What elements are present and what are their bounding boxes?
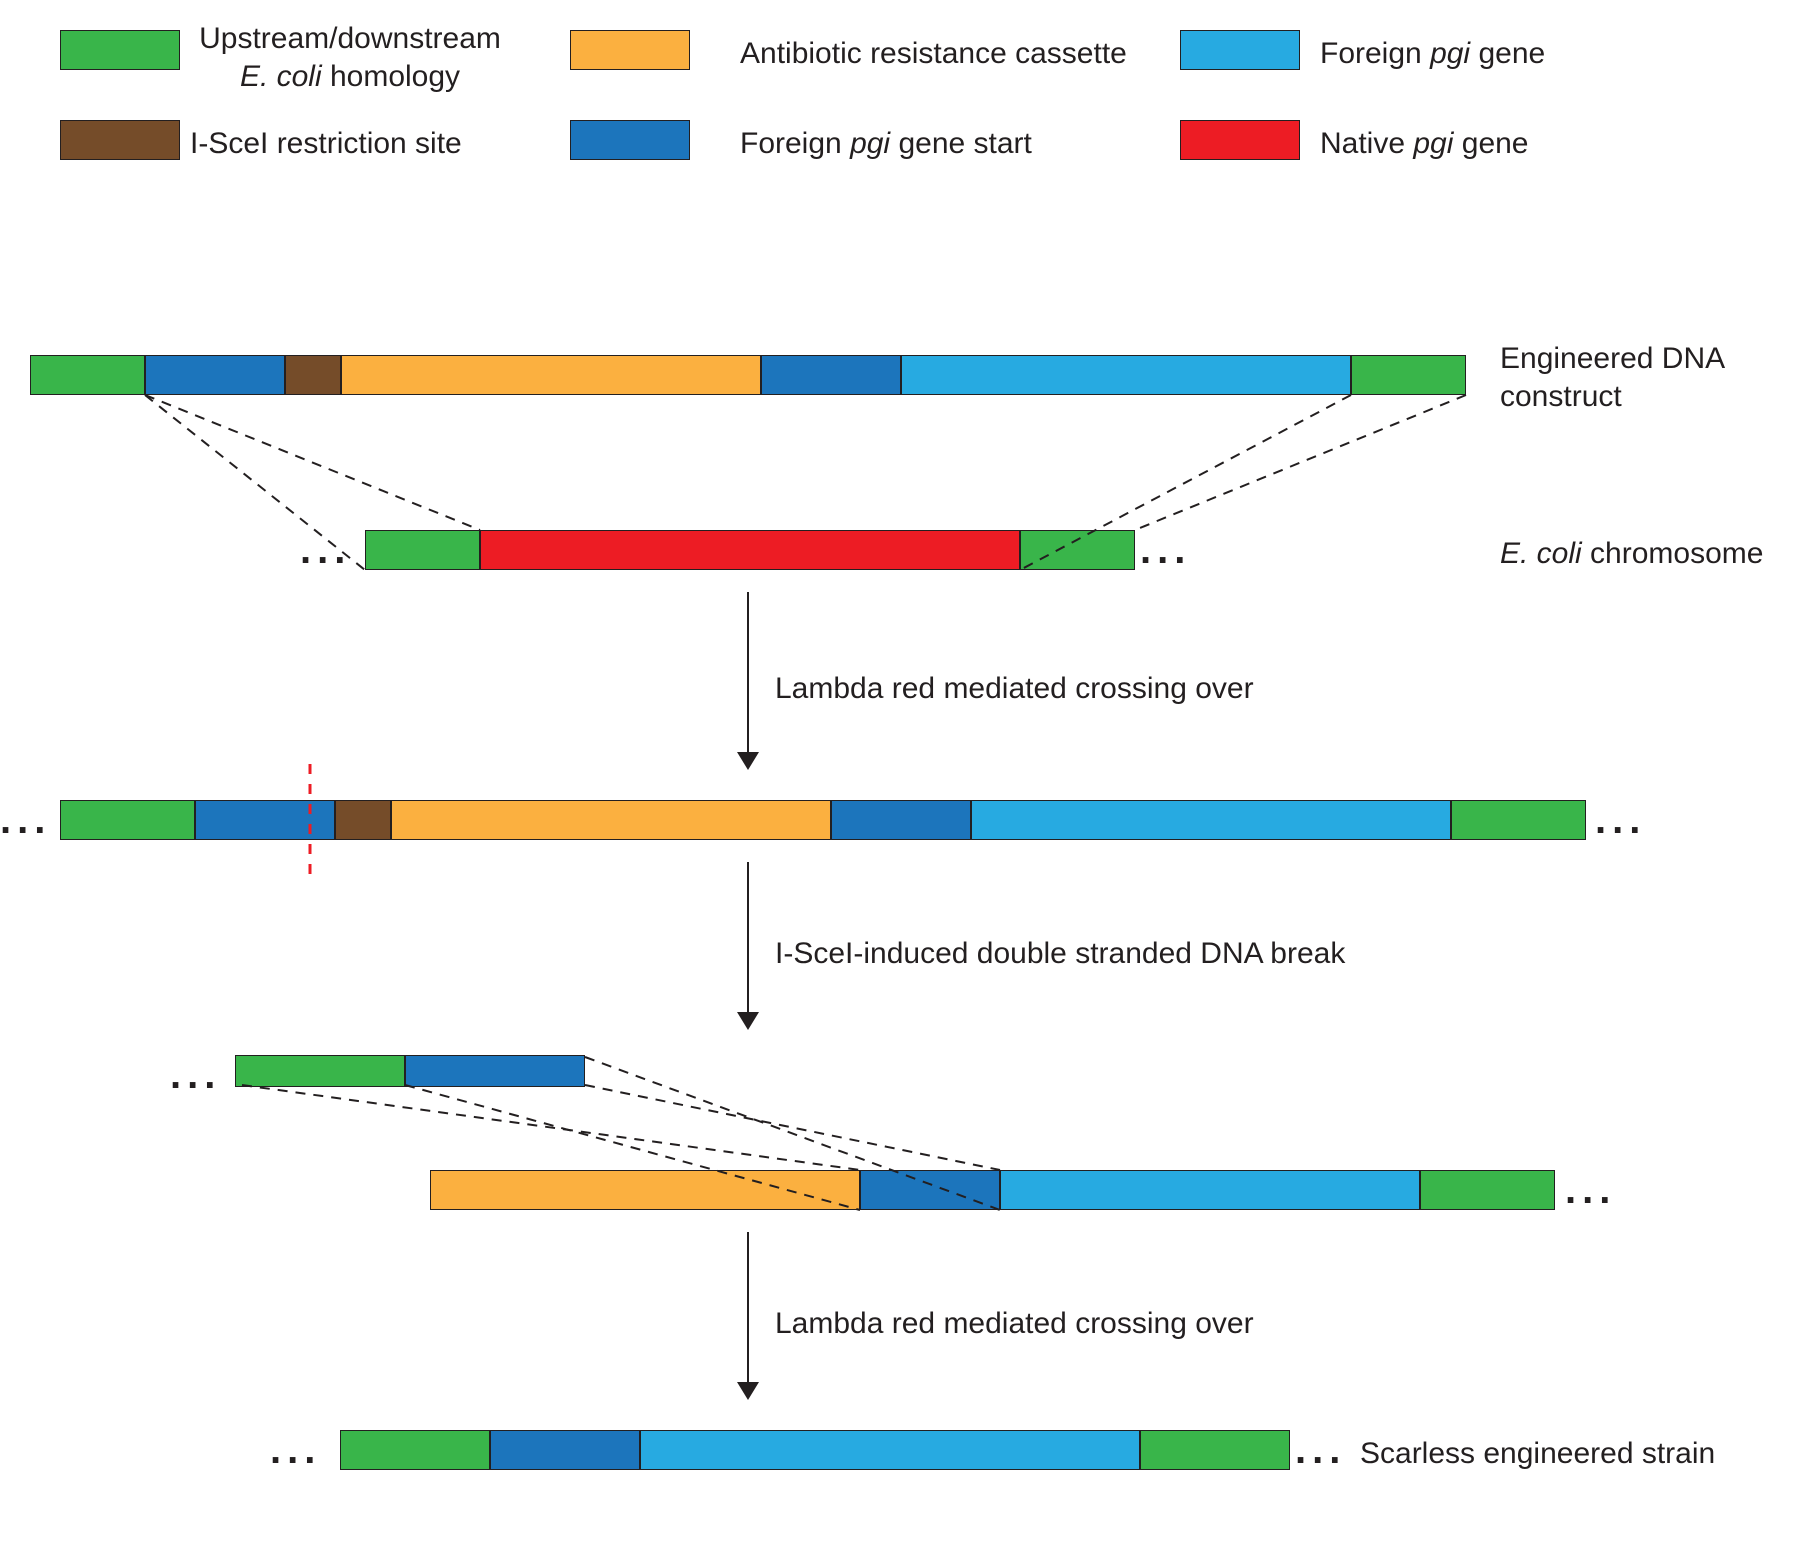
break_upper-seg-1: [405, 1055, 585, 1087]
final-label: Scarless engineered strain: [1360, 1435, 1715, 1473]
integrated-seg-4: [831, 800, 971, 840]
integrated-seg-3: [391, 800, 831, 840]
final-seg-0: [340, 1430, 490, 1470]
legend-swatch-2: [1180, 30, 1300, 70]
construct-seg-2: [285, 355, 341, 395]
construct-seg-6: [1351, 355, 1466, 395]
chromosome-dots-left: ...: [300, 528, 351, 573]
step-label-0: Lambda red mediated crossing over: [775, 670, 1254, 708]
construct-seg-5: [901, 355, 1351, 395]
break_upper-seg-0: [235, 1055, 405, 1087]
chromosome-seg-0: [365, 530, 480, 570]
legend-swatch-3: [60, 120, 180, 160]
construct-seg-3: [341, 355, 761, 395]
integrated-dots-left: ...: [0, 798, 51, 843]
legend-label-5: Native pgi gene: [1320, 125, 1529, 163]
legend-swatch-0: [60, 30, 180, 70]
integrated-seg-0: [60, 800, 195, 840]
construct-seg-4: [761, 355, 901, 395]
integrated-seg-2: [335, 800, 391, 840]
break_upper-dots-left: ...: [170, 1053, 221, 1098]
final-seg-2: [640, 1430, 1140, 1470]
legend-swatch-1: [570, 30, 690, 70]
final-dots-left: ...: [270, 1428, 321, 1473]
break_lower-seg-1: [860, 1170, 1000, 1210]
chromosome-label: E. coli chromosome: [1500, 535, 1763, 573]
construct-seg-0: [30, 355, 145, 395]
integrated-seg-5: [971, 800, 1451, 840]
diagram-stage: Upstream/downstreamE. coli homology Antib…: [0, 0, 1800, 1547]
legend-label-0: Upstream/downstreamE. coli homology: [190, 20, 510, 95]
construct-label: Engineered DNAconstruct: [1500, 340, 1725, 415]
legend-label-3: I-SceI restriction site: [190, 125, 462, 163]
break_lower-seg-2: [1000, 1170, 1420, 1210]
step-label-1: I-SceI-induced double stranded DNA break: [775, 935, 1345, 973]
chromosome-seg-1: [480, 530, 1020, 570]
final-dots-right: ...: [1295, 1428, 1346, 1473]
final-seg-1: [490, 1430, 640, 1470]
break_lower-seg-3: [1420, 1170, 1555, 1210]
integrated-seg-1: [195, 800, 335, 840]
legend-swatch-5: [1180, 120, 1300, 160]
legend-label-4: Foreign pgi gene start: [740, 125, 1032, 163]
integrated-dots-right: ...: [1595, 798, 1646, 843]
final-seg-3: [1140, 1430, 1290, 1470]
chromosome-dots-right: ...: [1140, 528, 1191, 573]
legend-swatch-4: [570, 120, 690, 160]
legend-label-2: Foreign pgi gene: [1320, 35, 1545, 73]
integrated-seg-6: [1451, 800, 1586, 840]
break_lower-seg-0: [430, 1170, 860, 1210]
break_lower-dots-right: ...: [1565, 1168, 1616, 1213]
step-label-2: Lambda red mediated crossing over: [775, 1305, 1254, 1343]
legend-label-1: Antibiotic resistance cassette: [740, 35, 1127, 73]
construct-seg-1: [145, 355, 285, 395]
chromosome-seg-2: [1020, 530, 1135, 570]
